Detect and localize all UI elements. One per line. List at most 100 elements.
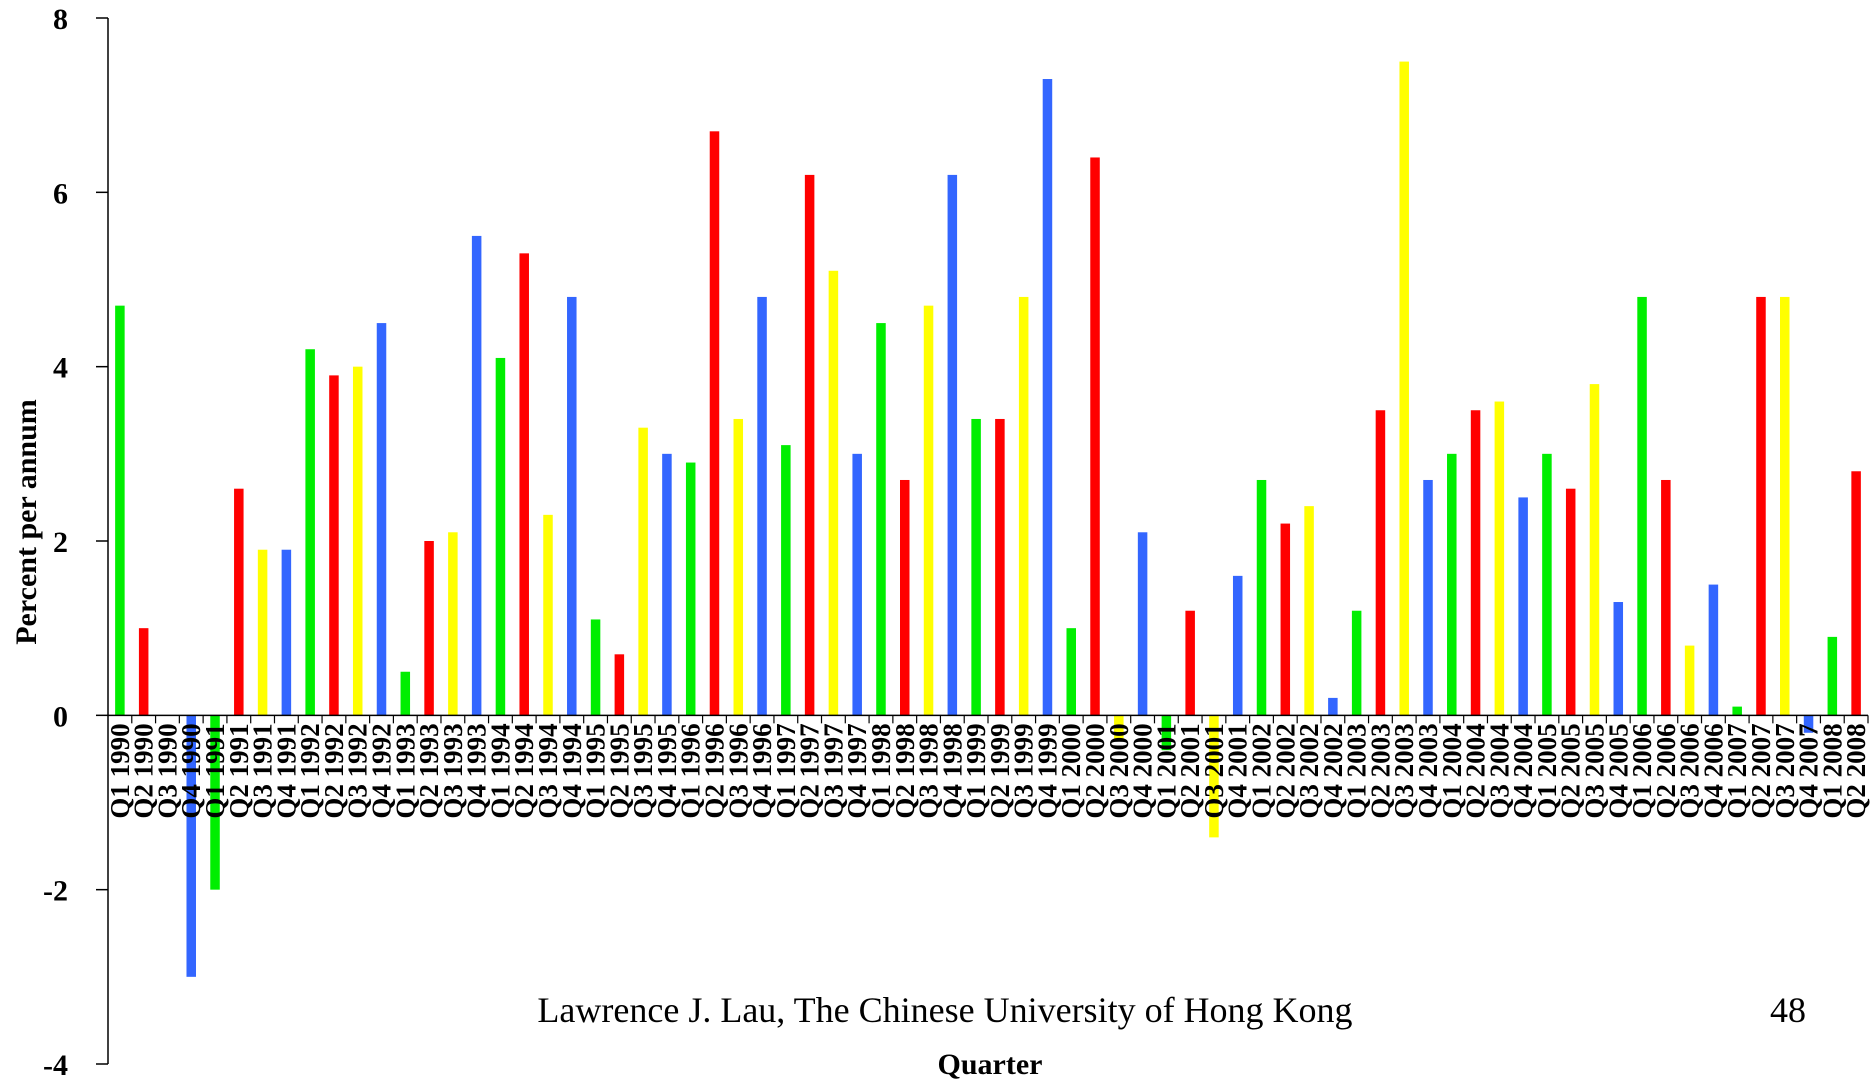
x-tick-label: Q3 1992: [343, 723, 373, 818]
bar: [1018, 296, 1029, 716]
bar: [1494, 401, 1505, 716]
x-tick-label: Q3 1990: [152, 723, 182, 818]
x-tick-label: Q4 2001: [1223, 723, 1253, 818]
x-tick-label: Q1 1995: [581, 723, 611, 818]
bar: [781, 445, 791, 716]
bar: [400, 671, 411, 716]
bar: [1447, 453, 1457, 716]
bar: [733, 418, 744, 716]
bar: [448, 532, 458, 716]
x-tick-label: Q3 1997: [818, 723, 848, 818]
x-tick-label: Q4 1996: [747, 723, 777, 818]
x-axis-title: Quarter: [938, 1048, 1043, 1080]
bar: [567, 296, 577, 716]
bar: [1637, 296, 1647, 716]
axes: 8 6 4 2 0 -2 -4: [43, 3, 1869, 1080]
x-tick-label: Q1 1990: [105, 723, 135, 818]
y-tick-label: 4: [53, 352, 68, 385]
bar: [1042, 79, 1053, 716]
x-tick-label: Q1 1991: [200, 723, 230, 818]
bar: [1851, 471, 1861, 716]
bar: [638, 427, 648, 716]
x-tick-label: Q1 2006: [1627, 723, 1657, 818]
y-tick-label: 0: [53, 700, 68, 733]
x-tick-label: Q4 1993: [462, 723, 492, 818]
bar: [1470, 410, 1481, 716]
bar: [210, 715, 220, 890]
x-tick-label: Q1 2007: [1722, 723, 1752, 818]
bar: [186, 715, 196, 977]
bar: [257, 549, 268, 716]
bar: [281, 549, 292, 716]
x-tick-label: Q3 1994: [533, 723, 563, 818]
x-tick-label: Q2 1990: [129, 723, 159, 818]
x-tick-label: Q4 1992: [367, 723, 397, 818]
bar: [376, 323, 387, 716]
x-tick-label: Q2 1992: [319, 723, 349, 818]
bar: [995, 418, 1005, 716]
x-tick-label: Q4 1995: [652, 723, 682, 818]
bar: [685, 462, 696, 716]
x-tick-label: Q3 2002: [1294, 723, 1324, 818]
x-tick-label: Q1 2000: [1056, 723, 1086, 818]
bar: [329, 375, 339, 716]
bar: [1518, 497, 1528, 716]
bar: [1209, 715, 1219, 838]
x-tick-label: Q2 2003: [1365, 723, 1395, 818]
x-tick-label: Q1 2001: [1151, 723, 1181, 818]
x-tick-label: Q4 1999: [1032, 723, 1062, 818]
x-tick-label: Q1 2002: [1247, 723, 1277, 818]
bar: [519, 253, 529, 716]
x-tick-label: Q2 1998: [890, 723, 920, 818]
bar: [543, 514, 553, 716]
bar: [614, 654, 625, 716]
y-tick-label: -2: [43, 875, 68, 908]
x-tick-label: Q2 2001: [1175, 723, 1205, 818]
bar: [1756, 296, 1766, 716]
y-axis-title: Percent per annum: [10, 399, 43, 645]
bar: [305, 349, 315, 716]
x-tick-label: Q2 2004: [1461, 723, 1491, 818]
x-tick-label: Q3 2003: [1389, 723, 1419, 818]
bar: [662, 453, 672, 716]
bar: [1732, 706, 1742, 716]
bar: [1684, 645, 1695, 716]
x-tick-label: Q3 1995: [628, 723, 658, 818]
bar-series: [115, 61, 1861, 977]
x-tick-label: Q4 2003: [1413, 723, 1443, 818]
x-tick-label: Q3 1998: [914, 723, 944, 818]
x-tick-label: Q4 2007: [1794, 723, 1824, 818]
y-tick-label: -4: [43, 1049, 68, 1080]
x-tick-label: Q4 2000: [1128, 723, 1158, 818]
x-tick-label: Q2 1996: [699, 723, 729, 818]
x-tick-label: Q1 2005: [1532, 723, 1562, 818]
bar: [1256, 479, 1267, 716]
bar: [1565, 488, 1576, 716]
x-tick-label: Q3 2006: [1675, 723, 1705, 818]
x-tick-label: Q2 2002: [1270, 723, 1300, 818]
bar: [424, 541, 434, 716]
x-tick-label: Q2 1995: [604, 723, 634, 818]
x-tick-label: Q2 2007: [1746, 723, 1776, 818]
x-tick-label: Q3 2005: [1579, 723, 1609, 818]
bar: [1780, 296, 1790, 716]
bar: [852, 453, 862, 716]
x-tick-label: Q1 1993: [390, 723, 420, 818]
bar: [1161, 715, 1172, 751]
x-tick-label: Q4 1990: [176, 723, 206, 818]
y-tick-label: 2: [53, 526, 68, 559]
x-tick-label: Q2 1993: [414, 723, 444, 818]
bar: [876, 323, 886, 716]
bar: [828, 270, 839, 716]
x-tick-label: Q1 1999: [961, 723, 991, 818]
bar: [234, 488, 244, 716]
bar: [1066, 628, 1076, 716]
bar: [1803, 715, 1814, 733]
bar: [923, 305, 934, 716]
bar: [1090, 157, 1100, 716]
bar: [1542, 453, 1552, 716]
x-tick-label: Q3 2004: [1484, 723, 1514, 818]
bar: [352, 366, 363, 716]
